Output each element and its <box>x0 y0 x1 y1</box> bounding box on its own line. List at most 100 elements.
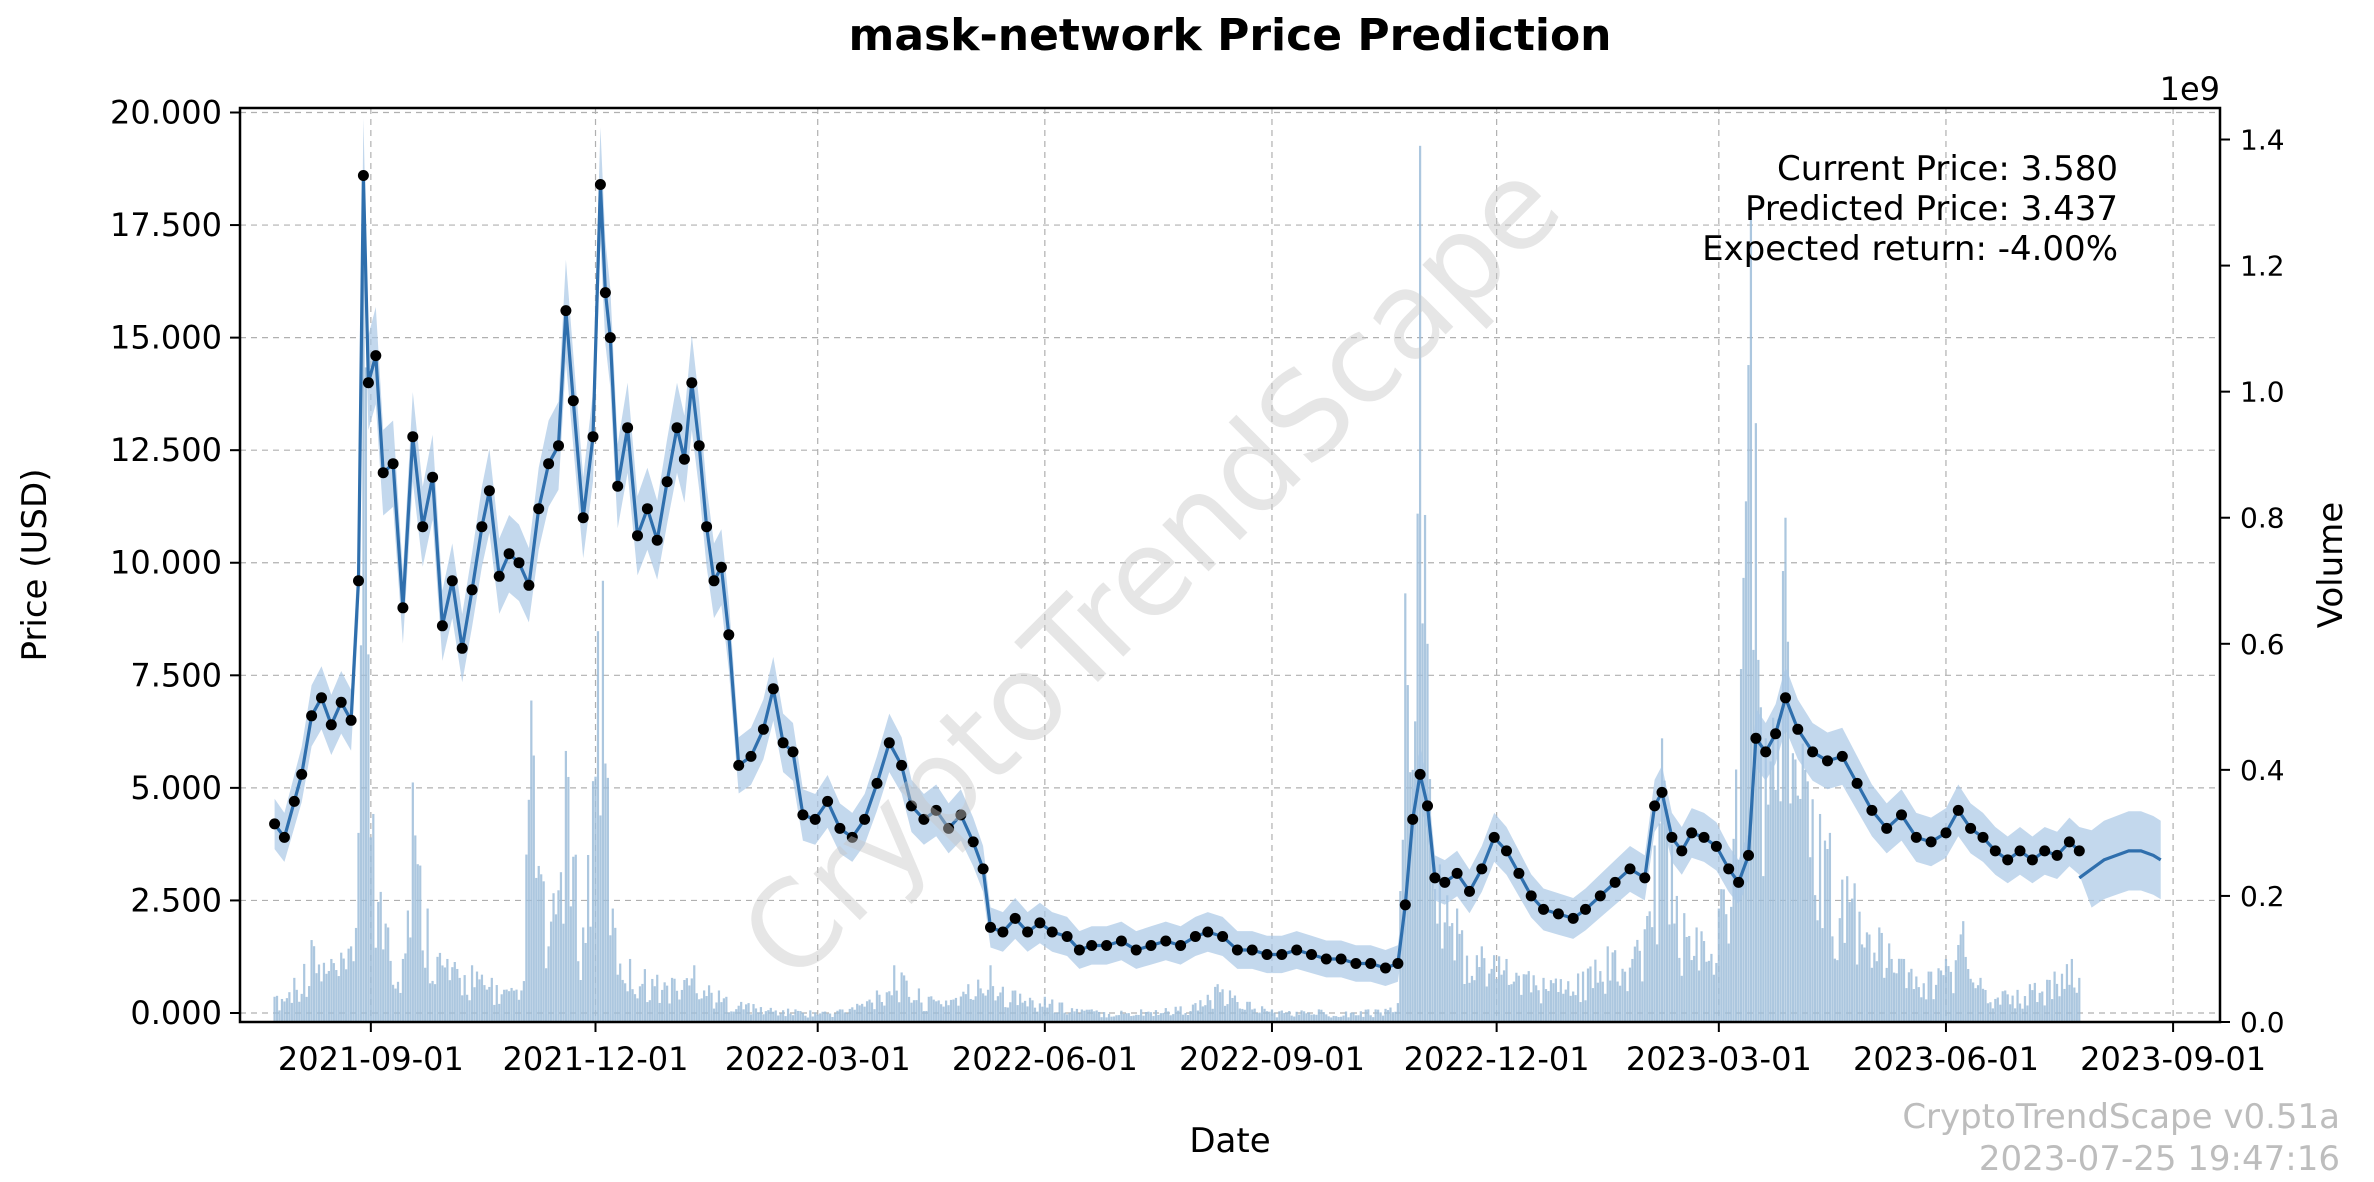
volume-bar <box>335 970 338 1022</box>
volume-bar <box>727 1012 730 1022</box>
volume-bar <box>740 1001 743 1022</box>
volume-bar <box>382 949 385 1022</box>
volume-bar <box>604 763 607 1022</box>
price-point <box>1086 940 1098 951</box>
volume-bar <box>1147 1011 1150 1022</box>
volume-bar <box>1623 971 1627 1022</box>
volume-bar <box>1510 984 1513 1022</box>
y-tick-label: 10.000 <box>110 544 222 582</box>
volume-bar <box>1332 1015 1335 1022</box>
price-point <box>1910 831 1922 843</box>
price-point <box>456 642 468 654</box>
volume-bar <box>488 986 491 1022</box>
confidence-band <box>274 117 2161 986</box>
volume-bar <box>1305 1013 1308 1022</box>
volume-bar <box>940 1004 943 1022</box>
volume-bar <box>962 991 965 1022</box>
volume-bar <box>490 977 493 1022</box>
volume-bar <box>846 1013 849 1022</box>
volume-bar <box>1241 1008 1244 1022</box>
volume-bar <box>2036 1002 2039 1022</box>
price-point <box>370 350 382 362</box>
volume-bar <box>1994 998 1997 1022</box>
volume-bar <box>275 995 279 1022</box>
volume-bar <box>1680 975 1683 1022</box>
volume-bar <box>554 914 558 1022</box>
price-point <box>357 170 369 181</box>
volume-bar <box>794 1009 797 1022</box>
volume-bar <box>1767 804 1770 1022</box>
volume-bar <box>1268 1011 1271 1022</box>
volume-bar <box>1520 994 1523 1022</box>
volume-bar <box>431 980 434 1022</box>
volume-bar <box>1120 1010 1123 1022</box>
volume-bar <box>1122 1013 1125 1022</box>
volume-bar <box>572 856 575 1022</box>
volume-bar <box>1576 973 1580 1022</box>
volume-bar <box>1974 988 1977 1022</box>
volume-bar <box>1517 975 1520 1022</box>
price-point <box>883 737 895 749</box>
volume-bar <box>1219 992 1222 1022</box>
volume-bar <box>1604 993 1607 1022</box>
price-point <box>362 377 374 389</box>
volume-bar <box>1396 1003 1399 1022</box>
volume-bar <box>861 1003 864 1022</box>
price-point <box>1061 931 1073 942</box>
volume-bar <box>1372 1017 1375 1022</box>
price-point <box>1202 926 1214 938</box>
volume-bar <box>1246 1001 1249 1022</box>
volume-bar <box>888 991 891 1022</box>
price-point <box>1476 863 1488 875</box>
volume-bar <box>2001 991 2004 1022</box>
volume-bar <box>1078 1013 1081 1022</box>
volume-bar <box>1502 970 1506 1022</box>
volume-bar <box>1132 1015 1135 1022</box>
price-point <box>1501 845 1512 857</box>
volume-bar <box>1653 845 1656 1022</box>
price-point <box>1649 800 1661 812</box>
volume-bar <box>362 171 365 1022</box>
volume-bar <box>1821 928 1824 1022</box>
volume-bar <box>633 994 637 1022</box>
volume-bar <box>1140 1009 1143 1022</box>
volume-bar <box>288 992 291 1022</box>
price-point <box>278 831 290 843</box>
volume-bar <box>478 979 481 1022</box>
volume-bar <box>863 1006 866 1022</box>
volume-bar <box>1263 1008 1266 1022</box>
volume-bar <box>1063 1012 1066 1022</box>
volume-bar <box>1154 1010 1158 1022</box>
volume-bar <box>772 1011 775 1022</box>
volume-bar <box>1260 1006 1264 1022</box>
volume-bar <box>522 981 526 1022</box>
y2-axis-label: Volume <box>2311 502 2351 628</box>
volume-bar <box>870 1002 874 1022</box>
volume-bar <box>1535 985 1538 1022</box>
volume-bar <box>468 1000 471 1022</box>
volume-bar <box>1932 999 1935 1022</box>
volume-bar <box>665 985 669 1022</box>
volume-bar <box>885 992 888 1022</box>
volume-bar <box>1043 996 1046 1022</box>
volume-bar <box>890 995 893 1022</box>
volume-bar <box>1137 1014 1140 1022</box>
volume-bar <box>342 958 345 1022</box>
volume-bar <box>1228 990 1232 1022</box>
volume-bar <box>1347 1017 1350 1022</box>
volume-bar <box>1186 1014 1190 1022</box>
volume-bar <box>399 992 402 1022</box>
volume-bar <box>848 1008 851 1022</box>
volume-bar <box>1159 1013 1162 1022</box>
volume-bar <box>1080 1009 1083 1022</box>
volume-bar <box>391 984 395 1022</box>
volume-bar <box>1011 990 1014 1022</box>
price-point <box>723 629 735 641</box>
price-point <box>513 557 525 569</box>
volume-bar <box>1816 920 1819 1022</box>
price-point <box>1464 885 1475 897</box>
volume-bar <box>1451 923 1454 1022</box>
volume-bar <box>828 1013 832 1022</box>
price-point <box>1807 746 1819 758</box>
